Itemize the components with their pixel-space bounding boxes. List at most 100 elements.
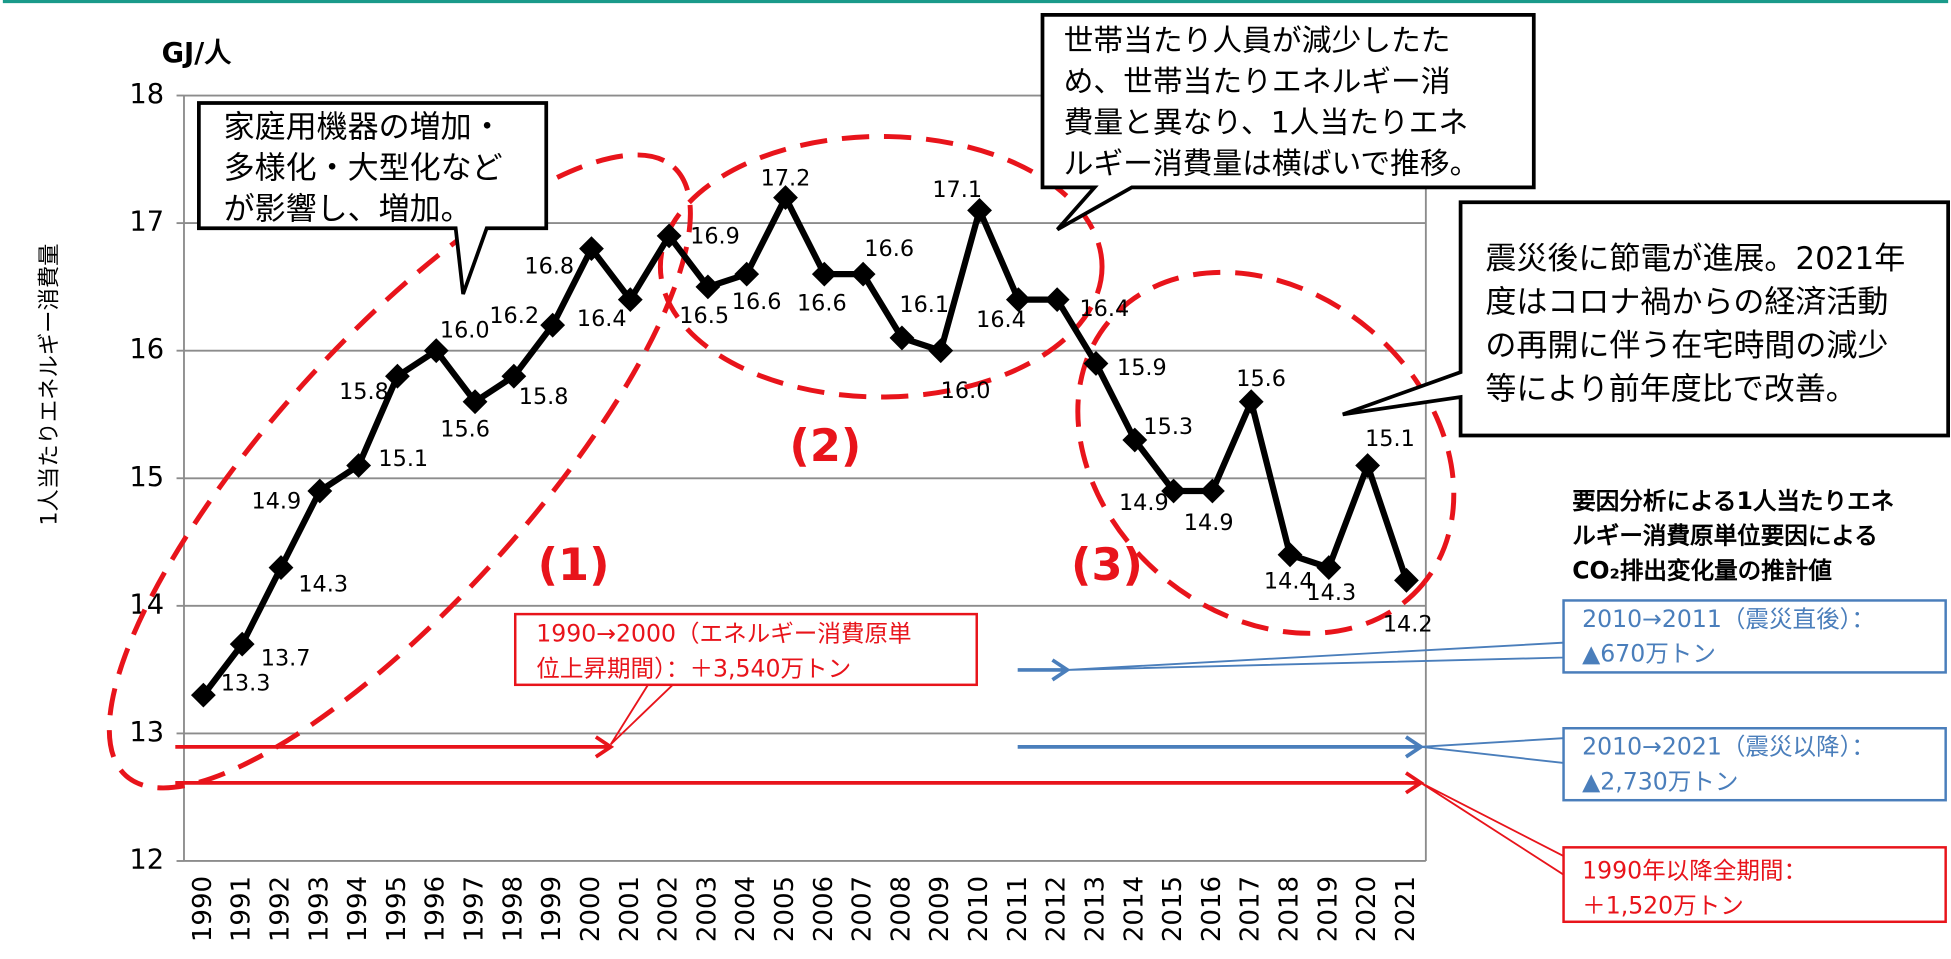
x-tick-label: 2003: [692, 876, 722, 942]
data-label: 15.9: [1117, 355, 1167, 381]
annotation-text: ルギー消費原単位要因による: [1572, 522, 1878, 550]
y-tick-label: 12: [129, 844, 164, 875]
x-tick-label: 2001: [615, 876, 645, 942]
data-label: 15.8: [339, 379, 389, 405]
callout-box: [1342, 200, 1951, 438]
data-label: 14.9: [1184, 510, 1234, 536]
data-point: [423, 338, 449, 364]
arrow: [1017, 735, 1425, 759]
annotation-text: 費量と異なり、1人当たりエネ: [1064, 106, 1469, 141]
data-label: 16.4: [976, 307, 1026, 333]
data-label: 15.1: [378, 446, 428, 472]
data-label: 15.6: [1236, 366, 1286, 392]
x-tick-label: 1996: [421, 876, 451, 942]
x-tick-label: 1990: [188, 876, 218, 942]
x-tick-label: 1997: [460, 876, 490, 942]
data-label: 13.7: [261, 645, 311, 671]
data-label: 14.9: [1119, 490, 1169, 516]
data-point: [656, 223, 682, 249]
data-point: [462, 389, 488, 415]
x-tick-label: 2015: [1158, 876, 1188, 942]
y-unit: GJ/人: [162, 38, 233, 69]
data-label: 16.6: [732, 289, 782, 315]
data-label: 15.6: [440, 417, 490, 443]
data-point: [1005, 287, 1031, 313]
data-point: [1277, 542, 1303, 568]
x-tick-label: 2008: [886, 876, 916, 942]
data-point: [1238, 389, 1264, 415]
data-point: [889, 325, 915, 351]
x-tick-label: 2010: [964, 876, 994, 942]
y-tick-label: 17: [129, 207, 164, 238]
data-label: 16.9: [690, 224, 740, 250]
annotation-text: 要因分析による1人当たりエネ: [1572, 487, 1894, 515]
period-label: (3): [1071, 539, 1143, 591]
arrow: [175, 771, 1425, 795]
period-label: (2): [789, 420, 861, 472]
x-tick-label: 2018: [1275, 876, 1305, 942]
x-tick-label: 2005: [770, 876, 800, 942]
x-tick-label: 2017: [1236, 876, 1266, 942]
ellipse-3: [1075, 269, 1457, 636]
data-point: [811, 261, 837, 287]
data-point: [928, 338, 954, 364]
data-label: 15.3: [1143, 414, 1193, 440]
x-tick-label: 1998: [498, 876, 528, 942]
data-point: [773, 185, 798, 210]
x-tick-label: 1994: [343, 876, 373, 942]
data-point: [1044, 287, 1070, 313]
data-point: [268, 555, 294, 580]
data-label: 16.0: [440, 317, 490, 343]
data-label: 16.4: [577, 306, 627, 332]
annotation-text: 多様化・大型化など: [224, 150, 503, 186]
callouts: [197, 13, 1951, 438]
ellipse-1: [106, 152, 693, 791]
x-tick-label: 1999: [537, 876, 567, 942]
annotation-text: 2010→2021（震災以降）：: [1582, 733, 1875, 761]
period-label: (1): [538, 539, 610, 591]
callout-box: [1040, 13, 1536, 232]
ellipse-2: [657, 133, 1105, 400]
x-tick-label: 2006: [809, 876, 839, 942]
callout-box: [197, 101, 549, 295]
annotation-text: 1990→2000（エネルギー消費原単: [536, 620, 911, 648]
data-point: [1394, 567, 1419, 593]
x-tick-label: 2016: [1197, 876, 1227, 942]
data-point: [1122, 427, 1148, 453]
y-tick-label: 18: [129, 79, 164, 110]
annotation-text: 等により前年度比で改善。: [1485, 371, 1856, 407]
data-label: 14.9: [252, 489, 302, 515]
x-tick-label: 2012: [1042, 876, 1072, 942]
pointer: [1420, 737, 1565, 765]
data-point: [190, 682, 216, 708]
data-point: [540, 312, 566, 338]
y-axis-title: 1人当たりエネルギー消費量: [36, 244, 62, 526]
note-box: [513, 612, 978, 687]
note-box: [1562, 727, 1947, 802]
data-label: 16.8: [524, 254, 574, 280]
annotation-text: が影響し、増加。: [224, 191, 472, 227]
data-point: [1355, 453, 1381, 478]
data-label: 15.8: [519, 384, 569, 410]
annotation-text: 1990年以降全期間：: [1582, 857, 1807, 885]
x-tick-label: 2007: [848, 876, 878, 942]
data-label: 16.1: [899, 292, 949, 318]
data-point: [695, 274, 721, 300]
data-label: 16.5: [679, 303, 729, 329]
data-label: 16.6: [797, 290, 847, 316]
x-tick-label: 2019: [1313, 876, 1343, 942]
data-point: [346, 453, 372, 478]
annotation-text: ルギー消費量は横ばいで推移。: [1064, 147, 1480, 182]
annotation-text: ▲670万トン: [1582, 640, 1716, 668]
data-label: 14.3: [1306, 580, 1356, 606]
data-label: 14.2: [1383, 611, 1433, 637]
x-tick-label: 2004: [731, 876, 761, 942]
annotation-text: 震災後に節電が進展。2021年: [1485, 241, 1905, 277]
data-point: [579, 236, 604, 262]
pointer: [1420, 782, 1565, 877]
x-tick-label: 1995: [382, 876, 412, 942]
y-tick-label: 15: [129, 462, 164, 493]
data-label: 16.4: [1079, 296, 1129, 322]
